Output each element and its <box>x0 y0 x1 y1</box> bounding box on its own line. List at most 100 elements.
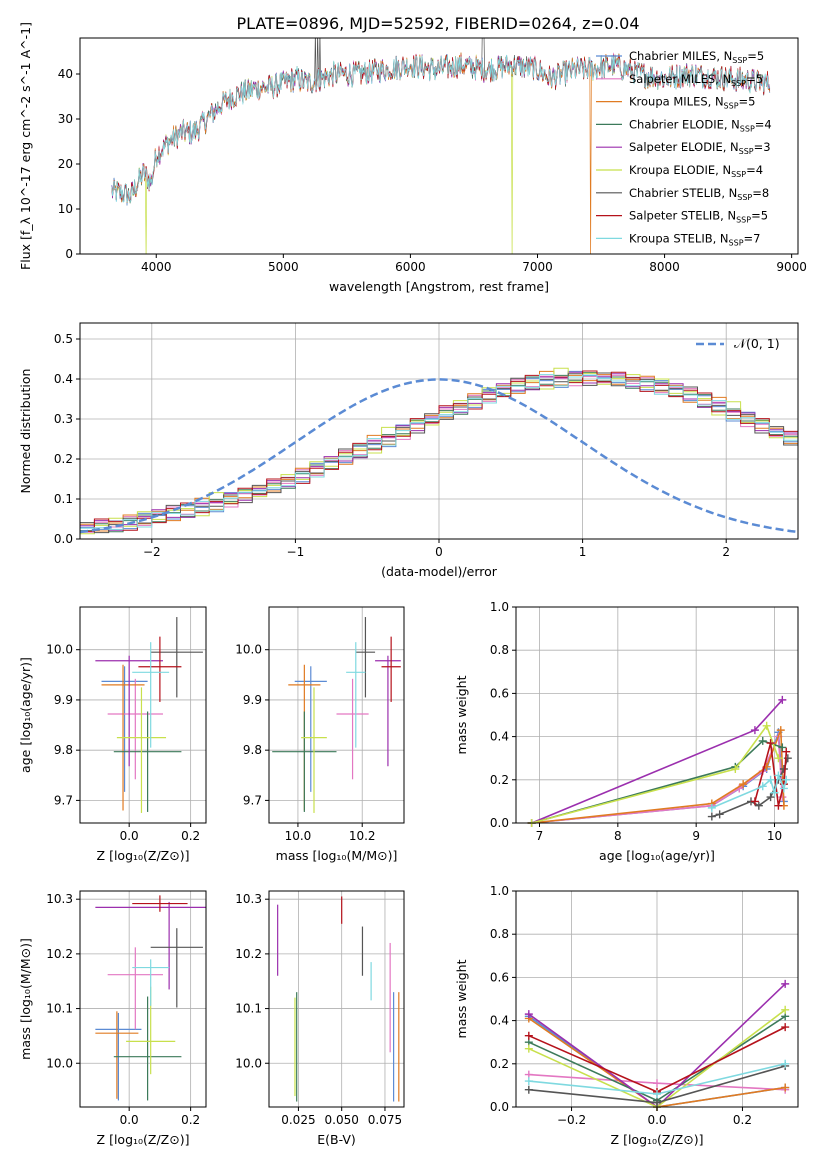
mw-marker-kroupa_miles <box>739 780 748 789</box>
legend-tail: =8 <box>752 186 769 200</box>
legend-text: Kroupa MILES, N <box>629 95 724 109</box>
legend-text: Kroupa ELODIE, N <box>629 163 731 177</box>
grid-lines <box>80 323 798 540</box>
legend-text: Chabrier MILES, N <box>629 49 732 63</box>
errorbar-salpeter_miles <box>336 678 369 780</box>
residuals-panel: −2 −1 0 1 2 0.0 0.1 0.2 0.3 0.4 0.5 (data-model)/er… <box>18 322 799 579</box>
x-tick-label: 10.0 <box>285 829 312 843</box>
age_vs_Z-points <box>95 617 203 813</box>
errorbar-kroupa_stelib <box>132 642 170 748</box>
legend-subscript: SSP <box>740 124 755 133</box>
y-axis-label: age [log₁₀(age/yr)] <box>18 657 33 773</box>
mw-marker-chabrier_stelib <box>653 1098 661 1107</box>
y-tick-label: 0.2 <box>54 452 73 466</box>
grid-lines <box>269 891 404 1107</box>
x-tick-label: 10 <box>767 829 782 843</box>
y-tick-label: 10 <box>58 202 73 216</box>
legend-text: Salpeter STELIB, N <box>629 209 736 223</box>
mw-marker-kroupa_elodie <box>731 765 740 773</box>
normal-curve <box>79 378 799 534</box>
mw-marker-kroupa_elodie <box>781 1005 790 1014</box>
y-tick-label: 20 <box>58 157 73 171</box>
y-tick-label: 40 <box>58 67 73 81</box>
x-tick-label: 4000 <box>141 260 172 274</box>
y-tick-label: 10.0 <box>46 643 73 657</box>
legend-text: Chabrier STELIB, N <box>629 186 737 200</box>
legend-text: Kroupa STELIB, N <box>629 231 729 245</box>
x-axis-label: Z [log₁₀(Z/Z⊙)] <box>97 848 190 863</box>
x-axis-label: age [log₁₀(age/yr)] <box>599 848 715 863</box>
panels-group: 4000 5000 6000 7000 8000 9000010203040wavelen… <box>18 22 807 1147</box>
y-tick-label: 0.2 <box>490 1057 509 1071</box>
grid-lines <box>80 891 206 1107</box>
x-axis-label: mass [log₁₀(M/M⊙)] <box>276 848 398 863</box>
legend-tail: =5 <box>746 72 763 86</box>
mw-series-kroupa_miles <box>527 726 788 827</box>
y-tick-label: 9.8 <box>243 743 262 757</box>
mw-marker-chabrier_stelib <box>779 765 788 773</box>
y-tick-label: 0.4 <box>54 372 73 386</box>
x-tick-label: 0.050 <box>325 1113 359 1127</box>
x-axis-label: E(B-V) <box>317 1132 356 1147</box>
hist-series-salpeter_stelib <box>80 370 798 532</box>
legend-label-kroupa_miles: Kroupa MILES, NSSP=5 <box>629 95 755 111</box>
x-tick-label: −1 <box>287 545 305 559</box>
legend-tail: =5 <box>747 49 764 63</box>
mw-marker-kroupa_stelib <box>774 771 783 780</box>
mass_vs_Z-points <box>95 895 206 1101</box>
legend-subscript: SSP <box>731 79 746 88</box>
axes-frame <box>268 890 405 1108</box>
x-tick-label: 0 <box>435 545 443 559</box>
legend-text: Salpeter ELODIE, N <box>629 140 739 154</box>
legend-label-kroupa_elodie: Kroupa ELODIE, NSSP=4 <box>629 163 763 179</box>
legend-label-chabrier_elodie: Chabrier ELODIE, NSSP=4 <box>629 117 772 133</box>
legend-label-salpeter_elodie: Salpeter ELODIE, NSSP=3 <box>629 140 771 156</box>
x-tick-label: 2 <box>722 545 730 559</box>
mass_vs_ebv-points <box>277 896 400 1102</box>
axes-frame <box>79 890 207 1108</box>
mw-series-kroupa_stelib <box>524 1059 790 1099</box>
mw-series-kroupa_elodie <box>527 721 783 827</box>
y-axis-label: Normed distribution <box>18 369 33 494</box>
mw-marker-kroupa_stelib <box>758 782 767 791</box>
mw-marker-salpeter_stelib <box>750 797 759 806</box>
hist-series-kroupa_stelib <box>80 374 798 530</box>
y-tick-label: 0.0 <box>490 816 509 830</box>
mw-line-kroupa_miles <box>531 729 785 824</box>
mw-marker-chabrier_stelib <box>707 812 716 821</box>
y-tick-label: 0.5 <box>54 332 73 346</box>
legend-subscript: SSP <box>736 216 751 225</box>
y-tick-label: 10.0 <box>235 1056 262 1070</box>
legend-label-salpeter_stelib: Salpeter STELIB, NSSP=5 <box>629 209 768 225</box>
y-tick-label: 0.6 <box>490 970 509 984</box>
mw-marker-salpeter_miles <box>778 793 787 802</box>
errorbar-kroupa_miles <box>95 1011 139 1099</box>
x-tick-label: 0.2 <box>181 1113 200 1127</box>
grid-lines <box>80 607 206 823</box>
mw-marker-salpeter_stelib <box>766 739 775 748</box>
legend-text: Chabrier ELODIE, N <box>629 117 740 131</box>
x-tick-label: 0.0 <box>120 829 139 843</box>
y-tick-label: 10.1 <box>46 1002 73 1016</box>
x-tick-label: 9 <box>692 829 700 843</box>
y-tick-label: 0.4 <box>490 730 509 744</box>
legend-text: Salpeter MILES, N <box>629 72 731 86</box>
y-tick-label: 1.0 <box>490 884 509 898</box>
y-tick-label: 10.1 <box>235 1002 262 1016</box>
legend-subscript: SSP <box>724 102 739 111</box>
mw-marker-kroupa_elodie <box>524 1044 533 1053</box>
x-tick-label: 0.0 <box>120 1113 139 1127</box>
mw-marker-kroupa_elodie <box>762 721 771 730</box>
x-tick-label: 7 <box>536 829 544 843</box>
mw-series-chabrier_stelib <box>707 754 792 821</box>
x-tick-label: 0.2 <box>181 829 200 843</box>
mw-marker-salpeter_miles <box>653 1079 661 1088</box>
errorbar-salpeter_miles <box>107 947 163 1030</box>
y-axis-label: mass weight <box>454 959 469 1038</box>
x-tick-label: 1 <box>579 545 587 559</box>
y-tick-label: 9.7 <box>243 793 262 807</box>
legend-label-normal: 𝒩(0, 1) <box>734 336 780 351</box>
errorbar-chabrier_elodie <box>113 996 182 1101</box>
legend-label-salpeter_miles: Salpeter MILES, NSSP=5 <box>629 72 763 88</box>
spectrum-panel: 4000 5000 6000 7000 8000 9000 0 10 20 30 40 wavelen… <box>18 22 807 294</box>
